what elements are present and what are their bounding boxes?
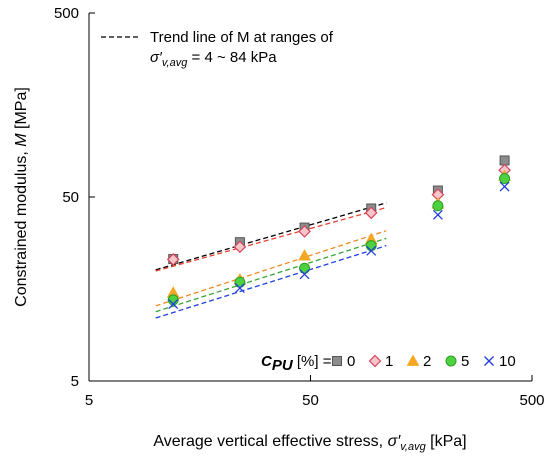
trend-note-subscript: v,avg	[162, 57, 188, 69]
x-axis-title-subscript: v,avg	[400, 441, 426, 453]
x-axis-title-main: Average vertical effective stress,	[153, 433, 387, 450]
data-point-5	[432, 200, 444, 212]
data-point-10-stroke-b	[499, 181, 510, 192]
y-tick-label: 50	[62, 189, 79, 206]
data-point-5	[299, 262, 311, 274]
tick-labels: 5 50 500 5 50 500	[54, 5, 545, 409]
legend-label-5: 5	[461, 353, 469, 370]
legend-title-rest: [%] =	[293, 353, 332, 370]
trend-note-line1: Trend line of M at ranges of	[150, 29, 334, 46]
legend-label-2: 2	[423, 353, 431, 370]
data-point-5	[234, 276, 246, 288]
x-axis-title-unit: [kPa]	[426, 433, 467, 450]
x-tick-label: 5	[85, 392, 93, 409]
axes	[88, 13, 532, 382]
legend-marker-10	[484, 356, 494, 366]
legend-marker-5	[445, 355, 457, 367]
y-tick-label: 500	[54, 5, 79, 22]
legend-label-10: 10	[499, 353, 516, 370]
trend-note-rest: = 4 ~ 84 kPa	[187, 49, 277, 66]
data-points	[166, 155, 511, 309]
data-point-10	[299, 269, 310, 280]
data-point-10	[499, 181, 510, 192]
trend-line-10	[155, 245, 387, 319]
data-point-2	[298, 249, 311, 261]
legend-marker-2	[406, 354, 420, 366]
y-axis-title-main: Constrained modulus,	[13, 147, 30, 307]
data-point-10-stroke-b	[168, 299, 179, 309]
trend-note-line2: σ′v,avg = 4 ~ 84 kPa	[150, 49, 277, 69]
data-point-10	[366, 245, 377, 256]
data-point-10-stroke-b	[432, 209, 443, 220]
data-point-1	[364, 206, 378, 220]
data-point-10-stroke-b	[366, 245, 377, 256]
trend-line-5	[155, 237, 387, 313]
legend-title: CPU [%] =	[261, 353, 332, 374]
legend-title-main: C	[261, 353, 273, 370]
data-point-5	[499, 173, 511, 185]
legend-title-subscript: PU	[272, 357, 294, 374]
data-point-1	[166, 253, 180, 266]
x-axis-title: Average vertical effective stress, σ′v,a…	[153, 433, 466, 453]
y-axis-title-unit: [MPa]	[13, 87, 30, 133]
data-point-1	[298, 225, 311, 238]
trend-line-2	[155, 230, 387, 307]
trend-line-1	[155, 206, 387, 272]
trend-line-0	[155, 202, 387, 271]
trend-note: Trend line of M at ranges of σ′v,avg = 4…	[101, 29, 334, 69]
data-point-0	[499, 155, 510, 166]
legend-marker-10-stroke-b	[484, 356, 494, 366]
data-point-10-stroke-b	[234, 283, 245, 294]
legend-marker-1	[368, 354, 382, 368]
ticks	[88, 12, 533, 382]
legend-label-1: 1	[385, 353, 393, 370]
data-point-5	[365, 240, 377, 252]
data-point-10	[432, 209, 443, 220]
legend-marker-0	[332, 356, 342, 366]
trend-note-symbol: σ′	[150, 49, 163, 66]
y-tick-label: 5	[71, 373, 79, 390]
trend-lines	[155, 202, 387, 319]
y-axis-title-symbol: M	[13, 133, 30, 147]
data-point-10	[234, 283, 245, 294]
legend: CPU [%] = 0 1 2 5 10	[261, 353, 516, 374]
data-point-10	[168, 299, 179, 309]
x-tick-label: 500	[519, 392, 544, 409]
data-point-10-stroke-b	[299, 269, 310, 280]
legend-label-0: 0	[347, 353, 355, 370]
data-point-1	[233, 240, 247, 254]
x-tick-label: 50	[302, 392, 319, 409]
y-axis-title: Constrained modulus, M [MPa]	[13, 87, 30, 307]
x-axis-title-symbol: σ′	[388, 433, 402, 450]
